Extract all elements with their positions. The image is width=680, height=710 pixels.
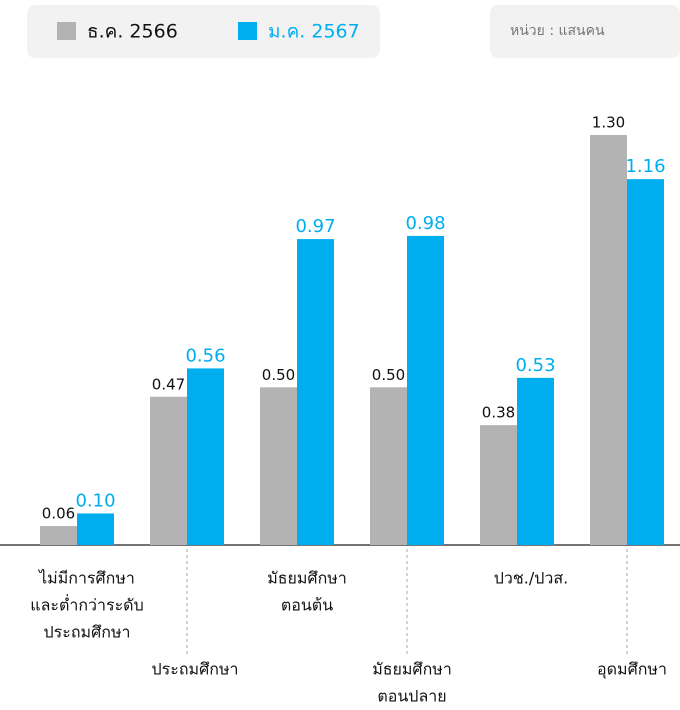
value-label: 0.56 [185,345,225,366]
x-tick-label: ตอนต้น [281,596,333,615]
bar [77,513,114,545]
value-label: 0.50 [262,366,295,384]
x-tick-label: และต่ำกว่าระดับ [30,594,143,615]
x-tick-label: มัธยมศึกษา [267,569,347,588]
unit-note: หน่วย : แสนคน [510,23,605,39]
value-label: 0.50 [372,366,405,384]
legend-label: ม.ค. 2567 [268,21,360,43]
value-label: 0.47 [152,375,185,393]
x-tick-label: ประถมศึกษา [152,660,239,679]
bar [590,135,627,545]
x-tick-label: ปวช./ปวส. [494,569,568,588]
bar [627,179,664,545]
bar [150,396,187,545]
value-label: 1.30 [592,114,625,132]
legend-box [27,5,380,58]
value-label: 0.06 [42,505,75,523]
legend-swatch [238,22,257,40]
bar [517,377,554,545]
bar [370,387,407,545]
x-tick-label: อุดมศึกษา [597,660,667,680]
x-tick-label: มัธยมศึกษา [372,660,452,679]
value-label: 0.10 [75,490,115,511]
legend-label: ธ.ค. 2566 [87,21,178,43]
bar [480,425,517,545]
value-label: 1.16 [625,156,665,177]
x-tick-label: ตอนปลาย [377,687,446,706]
legend-swatch [57,22,76,40]
bar [187,368,224,545]
value-label: 0.98 [405,213,445,234]
value-label: 0.53 [515,355,555,376]
value-label: 0.38 [482,404,515,422]
unit-box [490,5,680,58]
bar [407,235,444,545]
x-tick-label: ประถมศึกษา [44,623,131,642]
bar [260,387,297,545]
bar [40,526,77,545]
value-label: 0.97 [295,216,335,237]
x-tick-label: ไม่มีการศึกษา [37,569,135,588]
bar [297,239,334,546]
